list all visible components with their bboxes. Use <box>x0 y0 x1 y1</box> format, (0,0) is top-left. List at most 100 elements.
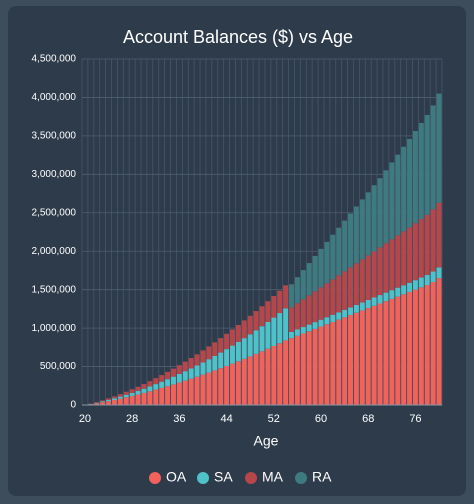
bar-segment <box>342 317 348 405</box>
bar-segment <box>342 271 348 310</box>
bar-segment <box>235 324 241 342</box>
bar-segment <box>289 284 294 308</box>
bar-segment <box>230 345 235 364</box>
x-tick-label: 68 <box>362 413 374 425</box>
bar-segment <box>241 358 247 405</box>
bar-segment <box>401 231 407 286</box>
bar-segment <box>377 247 383 296</box>
bar-segment <box>147 381 153 387</box>
bar-segment <box>389 298 395 405</box>
legend-swatch[interactable] <box>197 472 209 484</box>
y-tick-label: 2,000,000 <box>32 246 77 257</box>
bar-segment <box>283 340 289 405</box>
bar-segment <box>159 381 165 388</box>
bar-segment <box>129 392 135 396</box>
bar-segment <box>289 307 294 332</box>
bar-segment <box>170 368 176 377</box>
bar-segment <box>188 368 194 379</box>
bar-segment <box>182 371 188 381</box>
bar-segment <box>430 281 436 405</box>
bar-segment <box>265 348 271 405</box>
bar-segment <box>206 359 212 373</box>
legend-label[interactable]: SA <box>214 469 233 485</box>
bar-segment <box>359 259 365 303</box>
bar-segment <box>294 303 300 330</box>
bar-segment <box>306 295 312 325</box>
bar-segment <box>371 305 377 405</box>
bar-segment <box>259 351 265 405</box>
bar-segment <box>312 291 318 323</box>
bar-segment <box>200 374 206 405</box>
bar-segment <box>289 338 294 405</box>
bar-segment <box>430 209 436 272</box>
bar-segment <box>412 280 418 290</box>
legend-label[interactable]: OA <box>166 469 187 485</box>
bar-segment <box>389 239 395 291</box>
bar-segment <box>318 326 324 405</box>
bar-segment <box>283 308 289 341</box>
bar-segment <box>117 396 123 399</box>
bar-segment <box>348 267 354 308</box>
bar-segment <box>153 389 159 405</box>
bar-segment <box>123 391 129 395</box>
bar-segment <box>253 353 259 405</box>
bar-segment <box>294 329 300 336</box>
bar-segment <box>371 251 377 298</box>
bar-segment <box>359 310 365 405</box>
bar-segment <box>318 248 324 288</box>
bar-segment <box>247 356 253 405</box>
bar-segment <box>383 243 389 293</box>
bar-segment <box>312 322 318 329</box>
bar-segment <box>141 384 147 389</box>
bar-segment <box>300 327 306 334</box>
legend-label[interactable]: RA <box>312 469 332 485</box>
bar-segment <box>418 277 424 288</box>
bar-segment <box>312 328 318 405</box>
bar-segment <box>377 303 383 405</box>
bar-segment <box>365 308 371 405</box>
legend-swatch[interactable] <box>149 472 161 484</box>
bar-segment <box>259 326 265 352</box>
y-tick-label: 4,000,000 <box>32 92 77 103</box>
bar-segment <box>277 313 283 344</box>
bar-segment <box>224 349 230 366</box>
bar-segment <box>200 350 206 363</box>
bar-segment <box>111 396 117 399</box>
bar-segment <box>218 338 224 353</box>
y-tick-label: 3,000,000 <box>32 169 77 180</box>
bar-segment <box>271 296 277 318</box>
x-tick-label: 60 <box>315 413 327 425</box>
bar-segment <box>135 386 141 391</box>
bar-segment <box>430 271 436 282</box>
x-axis-label: Age <box>254 433 279 449</box>
bar-segment <box>265 301 271 322</box>
bar-segment <box>395 154 401 236</box>
legend-label[interactable]: MA <box>262 469 284 485</box>
bar-segment <box>135 394 141 405</box>
bar-segment <box>165 386 171 405</box>
bar-segment <box>389 290 395 299</box>
bar-segment <box>235 361 241 405</box>
bar-segment <box>336 319 342 405</box>
bar-segment <box>300 270 306 300</box>
bar-segment <box>395 296 401 405</box>
bar-segment <box>318 287 324 320</box>
bar-segment <box>418 287 424 405</box>
bar-segment <box>165 371 171 380</box>
bar-segment <box>365 255 371 300</box>
bar-segment <box>324 283 330 318</box>
bar-segment <box>306 263 312 296</box>
bar-segment <box>436 278 442 405</box>
y-tick-label: 1,500,000 <box>32 284 77 295</box>
bar-segment <box>353 263 359 305</box>
legend-swatch[interactable] <box>245 472 257 484</box>
bar-segment <box>271 317 277 347</box>
bar-segment <box>141 392 147 405</box>
bar-segment <box>170 376 176 385</box>
bar-segment <box>330 234 336 280</box>
bar-segment <box>383 292 389 302</box>
legend-swatch[interactable] <box>295 472 307 484</box>
bar-segment <box>300 299 306 328</box>
bar-segment <box>206 346 212 360</box>
